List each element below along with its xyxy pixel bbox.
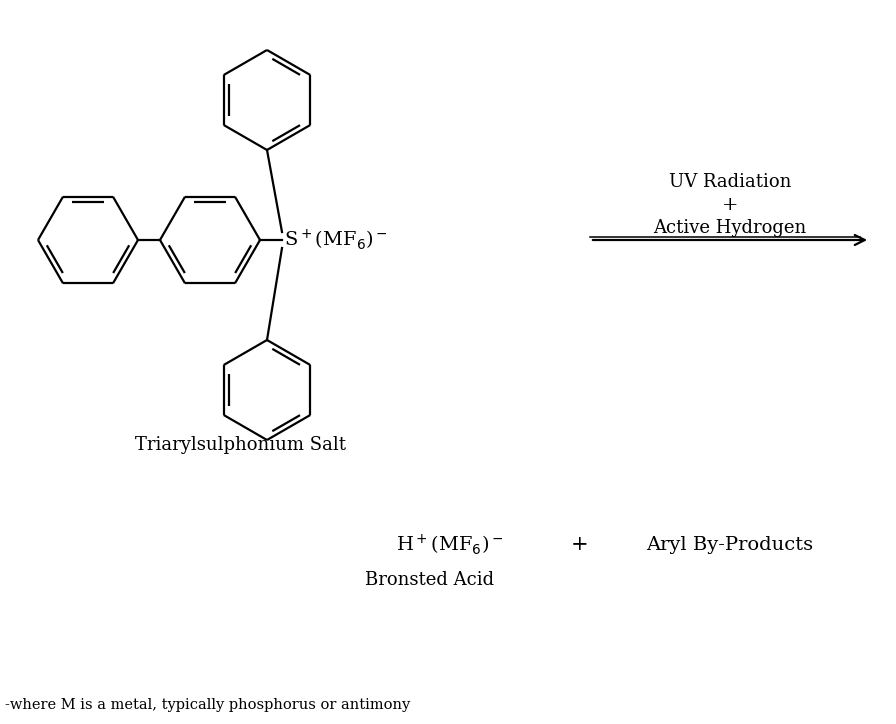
Text: +: + — [722, 196, 738, 214]
Text: H$^+$(MF$_6$)$^-$: H$^+$(MF$_6$)$^-$ — [396, 533, 504, 557]
Text: S$^+$(MF$_6$)$^-$: S$^+$(MF$_6$)$^-$ — [284, 228, 388, 252]
Text: +: + — [571, 536, 589, 555]
Text: Active Hydrogen: Active Hydrogen — [653, 219, 806, 237]
Text: Aryl By-Products: Aryl By-Products — [646, 536, 814, 554]
Text: Bronsted Acid: Bronsted Acid — [366, 571, 495, 589]
Text: -where M is a metal, typically phosphorus or antimony: -where M is a metal, typically phosphoru… — [5, 698, 410, 712]
Text: Triarylsulphonium Salt: Triarylsulphonium Salt — [134, 436, 346, 454]
Text: UV Radiation: UV Radiation — [668, 173, 791, 191]
